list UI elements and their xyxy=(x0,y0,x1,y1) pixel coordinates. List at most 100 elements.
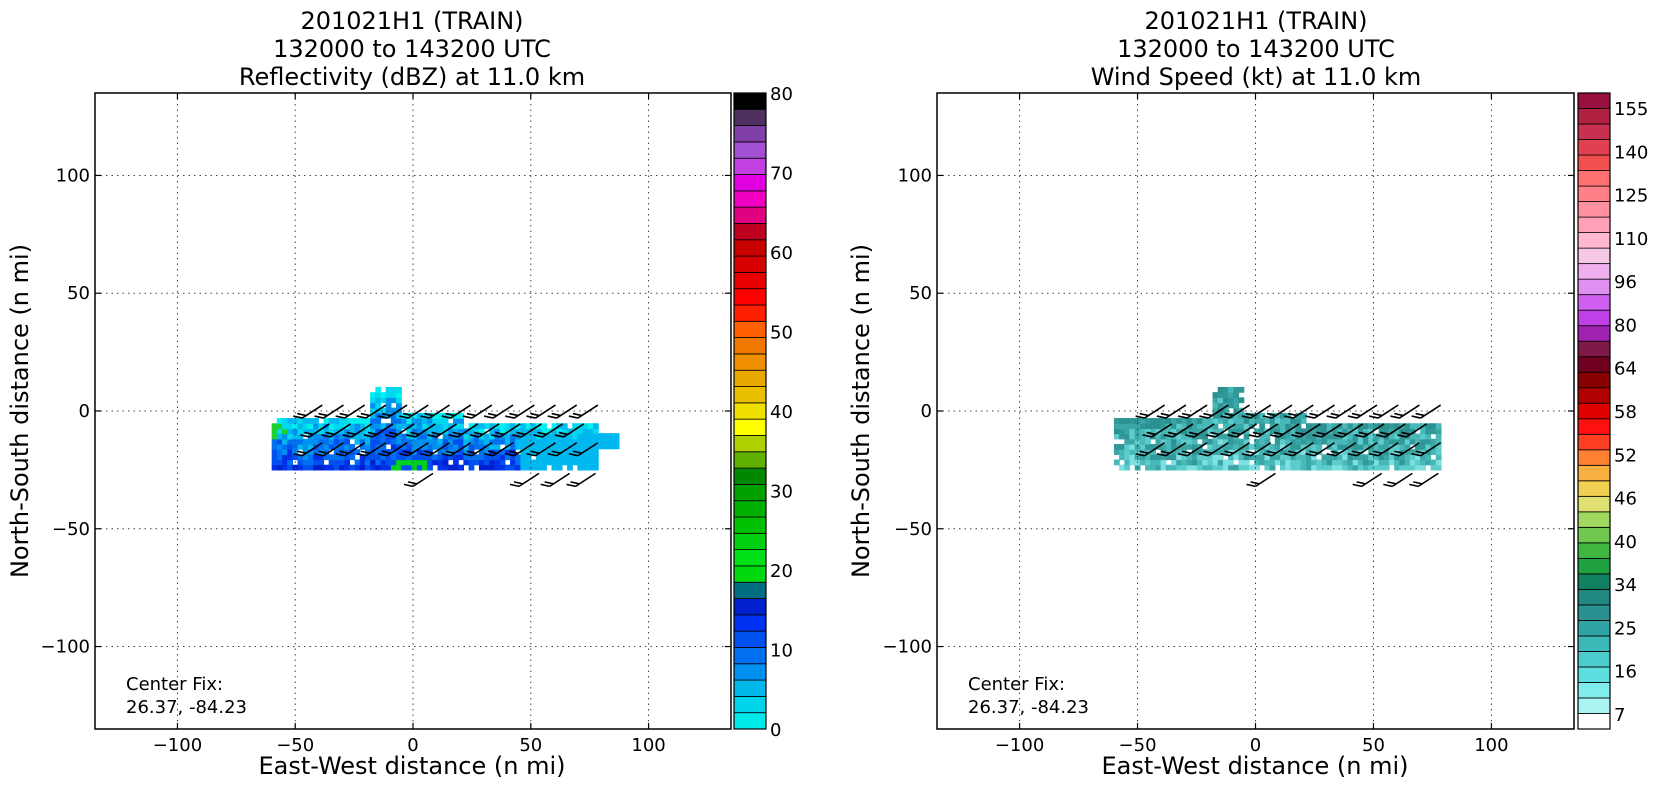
reflectivity-field-cell xyxy=(556,438,563,445)
wind-wind-barb xyxy=(1135,404,1166,419)
reflectivity-field-cell xyxy=(406,412,413,419)
wind-field-cell xyxy=(1352,428,1359,435)
reflectivity-field-cell xyxy=(313,464,319,471)
reflectivity-field-cell xyxy=(396,459,402,466)
reflectivity-field-cell xyxy=(473,459,480,466)
wind-field-cell xyxy=(1290,459,1297,466)
reflectivity-field-cell xyxy=(484,449,490,455)
reflectivity-field-cell xyxy=(370,428,376,435)
wind-field-cell xyxy=(1409,459,1416,466)
wind-field-cell xyxy=(1134,443,1141,450)
reflectivity-colorbar-tick-label: 40 xyxy=(770,402,793,423)
reflectivity-colorbar-swatch xyxy=(733,418,767,436)
reflectivity-field-cell xyxy=(375,428,382,435)
wind-field-cell xyxy=(1368,438,1375,445)
reflectivity-field-cell xyxy=(478,433,485,440)
reflectivity-field-cell xyxy=(406,464,413,471)
reflectivity-field-cell xyxy=(271,428,278,435)
wind-colorbar-swatch xyxy=(1577,201,1611,218)
reflectivity-wind-barb xyxy=(512,423,542,438)
reflectivity-field-cell xyxy=(592,454,599,461)
wind-field-cell xyxy=(1331,459,1338,466)
wind-field-cell xyxy=(1316,459,1323,466)
wind-field-cell xyxy=(1316,438,1323,445)
wind-field-cell xyxy=(1404,459,1411,466)
reflectivity-field-cell xyxy=(339,428,345,435)
wind-field-cell xyxy=(1331,454,1338,461)
reflectivity-wind-barb xyxy=(427,423,457,438)
wind-field-cell xyxy=(1155,454,1162,461)
reflectivity-field-cell xyxy=(318,428,325,435)
reflectivity-x-ticks: −100 −50 0 50 100 xyxy=(153,93,666,756)
wind-field-cell xyxy=(1207,454,1214,461)
reflectivity-field-cell xyxy=(375,433,382,440)
wind-field-cell xyxy=(1160,454,1167,461)
reflectivity-wind-barb xyxy=(314,404,344,419)
wind-wind-barb xyxy=(1199,442,1229,457)
wind-colorbar-swatch xyxy=(1577,325,1611,342)
reflectivity-field-cell xyxy=(344,464,350,471)
reflectivity-field-cell xyxy=(354,464,361,471)
wind-field-cell xyxy=(1171,443,1177,450)
reflectivity-field-cell xyxy=(551,433,558,440)
wind-title-line-3: Wind Speed (kt) at 11.0 km xyxy=(1091,63,1422,91)
wind-field-cell xyxy=(1300,412,1307,419)
wind-field-cell xyxy=(1176,418,1183,424)
wind-colorbar-swatch xyxy=(1577,232,1611,249)
reflectivity-field-cell xyxy=(535,428,542,435)
reflectivity-field-cell xyxy=(292,428,299,435)
reflectivity-field-cell xyxy=(608,443,615,450)
reflectivity-field-cell xyxy=(453,459,459,466)
wind-field-cell xyxy=(1176,423,1183,430)
reflectivity-field-cell xyxy=(276,433,283,440)
reflectivity-field-cell xyxy=(302,418,309,424)
reflectivity-field-cell xyxy=(339,464,345,471)
wind-wind-barb xyxy=(1177,404,1208,419)
reflectivity-field-cell xyxy=(297,464,304,471)
wind-field-cell xyxy=(1300,428,1307,435)
wind-field-cell xyxy=(1243,433,1250,440)
reflectivity-colorbar-tick-label: 10 xyxy=(770,641,793,662)
wind-field-cell xyxy=(1280,454,1286,461)
wind-field-cell xyxy=(1435,433,1442,440)
wind-colorbar-swatch xyxy=(1577,620,1611,637)
reflectivity-field-cell xyxy=(463,443,470,450)
wind-field-cell xyxy=(1295,412,1302,419)
reflectivity-colorbar-swatch xyxy=(733,223,767,241)
reflectivity-field-cell xyxy=(364,459,371,466)
wind-colorbar-swatch xyxy=(1577,573,1611,590)
reflectivity-field-cell xyxy=(375,423,382,430)
reflectivity-y-tick-label: 50 xyxy=(67,283,90,304)
wind-field-cell xyxy=(1155,438,1162,445)
wind-wind-barb xyxy=(1369,442,1399,457)
reflectivity-x-axis-label: East-West distance (n mi) xyxy=(258,752,565,780)
reflectivity-field-cell xyxy=(567,464,573,471)
wind-field-cell xyxy=(1295,438,1302,445)
wind-field-cell xyxy=(1119,454,1125,461)
wind-field-cell xyxy=(1274,412,1281,419)
wind-field-cell xyxy=(1181,464,1188,471)
reflectivity-field-cell xyxy=(385,438,392,445)
reflectivity-field-cell xyxy=(359,423,366,430)
reflectivity-wind-barb xyxy=(505,442,535,457)
wind-field-cell xyxy=(1404,454,1411,461)
wind-field-cell xyxy=(1305,433,1312,440)
reflectivity-field-cell xyxy=(323,454,330,461)
reflectivity-field-cell xyxy=(287,423,293,430)
reflectivity-title-line-1: 201021H1 (TRAIN) xyxy=(300,7,523,35)
wind-field-cell xyxy=(1238,449,1245,455)
wind-field-cell xyxy=(1150,449,1157,455)
reflectivity-field-cell xyxy=(302,428,309,435)
reflectivity-field-cell xyxy=(385,397,392,404)
reflectivity-field-cell xyxy=(437,412,444,419)
wind-field-cell xyxy=(1181,428,1188,435)
wind-y-ticks: −100 −50 0 50 100 xyxy=(883,165,1574,658)
wind-field-cell xyxy=(1155,423,1162,430)
wind-field-cell xyxy=(1124,443,1131,450)
reflectivity-field-cell xyxy=(453,454,459,461)
reflectivity-field-cell xyxy=(421,464,428,471)
wind-field-cell xyxy=(1233,397,1240,404)
reflectivity-field-cell xyxy=(535,459,542,466)
reflectivity-wind-barb xyxy=(384,423,415,438)
reflectivity-field-cell xyxy=(520,464,527,471)
